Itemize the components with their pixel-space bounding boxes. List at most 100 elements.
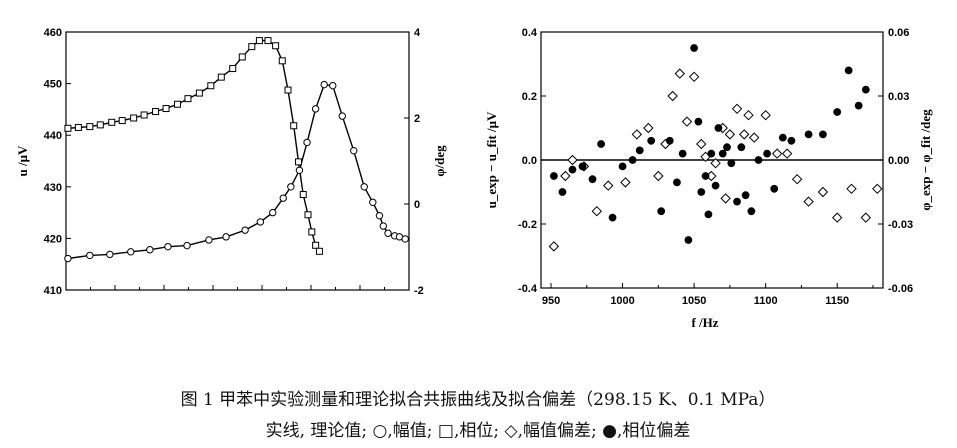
left-panel-phi-tick-label: 0 [414,199,420,211]
phase-deviation-point [618,162,627,171]
right-panel-phi-tick-label: 0.03 [888,91,909,103]
right-panel-right-ticks: -0.06 -0.03 0.00 0.03 0.06 [878,27,913,295]
phase-deviation-point [673,178,681,187]
right-panel-u-tick-label: 0.0 [522,155,537,167]
phase-data-point [290,122,298,130]
amplitude-data-point [64,254,72,263]
phase-deviation-point [714,124,723,132]
amplitude-deviation-point [749,132,760,143]
right-panel-u-tick-label: -0.4 [518,283,538,295]
amplitude-deviation-point [567,154,578,166]
phase-data-point [315,247,323,255]
right-panel-phi-tick-label: -0.06 [888,283,913,295]
phase-deviation-point [770,184,779,193]
figure-caption-legend: 实线, 理论值; ○,幅值; □,相位; ◇,幅值偏差; ●,相位偏差 [266,421,691,441]
amplitude-deviation-point [743,109,754,121]
amplitude-data-point [146,246,154,254]
amplitude-deviation-point [653,170,664,182]
phase-data-point [152,108,160,116]
phase-data-point [312,241,320,249]
phase-data-point [108,118,116,126]
right-panel-u-tick-label: 0.2 [522,91,537,103]
phase-deviation-point [754,156,763,164]
left-panel-u-tick-label: 460 [44,27,62,39]
phase-deviation-point [694,117,703,126]
amplitude-data-point [279,194,287,202]
amplitude-data-point [360,183,368,191]
phase-deviation-point [747,207,756,216]
amplitude-deviation-point [832,212,843,223]
amplitude-data-point [205,236,213,244]
amplitude-deviation-point [696,138,707,150]
phase-data-point [264,37,272,45]
phase-deviation-point [697,188,706,196]
phase-data-point [229,65,237,73]
phase-deviation-point [684,236,693,244]
amplitude-data-point [384,229,392,237]
amplitude-deviation-point [791,173,803,185]
phase-deviation-point [635,146,644,155]
phase-deviation-point [727,159,736,168]
amplitude-data-point [269,208,277,217]
phase-deviation-point [597,140,606,148]
left-panel-phi-tick-label: 4 [414,27,421,39]
left-panel-left-axis-label: u /μV [15,145,30,176]
phase-deviation-point [647,136,656,145]
amplitude-data-point [222,233,230,241]
phase-deviation-point [678,149,687,158]
phase-data-point [74,123,82,131]
phase-fit-curve [67,39,320,252]
amplitude-deviation-point [710,157,721,169]
right-panel-left-axis-label: u_exp − u_fit /μV [484,111,499,208]
figure-caption-title: 图 1 甲苯中实验测量和理论拟合共振曲线及拟合偏差（298.15 K、0.1 M… [181,390,776,410]
right-panel-x-tick-label: 1000 [610,295,634,307]
left-panel-markers [64,37,409,263]
right-panel-x-tick-label: 1150 [825,295,849,307]
right-panel-x-tick-label: 1050 [682,295,706,307]
phase-data-point [195,89,203,97]
amplitude-data-point [375,211,384,220]
phase-deviation-point [558,188,567,196]
phase-data-point [217,73,225,81]
left-panel-left-ticks: 410 420 430 440 450 460 [44,27,71,297]
amplitude-data-point [295,166,304,174]
left-panel-x-ticks [65,285,410,290]
amplitude-data-point [379,222,387,230]
left-panel-u-tick-label: 450 [44,79,62,91]
amplitude-data-point [350,146,358,155]
amplitude-data-point [287,183,295,191]
phase-deviation-point [657,207,666,216]
left-panel-u-tick-label: 410 [44,285,62,297]
phase-data-point [86,123,94,131]
right-panel-x-tick-label: 1100 [754,295,778,307]
left-panel-phi-tick-label: 2 [414,113,420,125]
amplitude-deviation-point [771,148,783,159]
amplitude-data-point [106,250,114,259]
amplitude-deviation-point [667,90,678,102]
phase-deviation-point [733,197,741,206]
phase-data-point [299,191,307,199]
right-panel-x-axis-label: f /Hz [691,315,718,330]
amplitude-data-point [127,248,135,256]
phase-data-point [173,100,181,108]
amplitude-deviation-point [603,180,614,191]
phase-data-point [118,117,126,125]
phase-data-point [294,158,302,166]
amplitude-data-point [401,235,409,243]
phase-deviation-point [588,175,597,184]
phase-data-point [248,43,256,51]
right-panel-phi-tick-label: 0.00 [888,155,909,167]
phase-deviation-point [844,66,853,75]
left-panel-u-tick-label: 420 [44,233,62,245]
amplitude-data-point [311,105,320,113]
left-plot-frame [65,31,410,291]
amplitude-deviation-point [724,129,736,140]
phase-deviation-point [854,101,863,110]
left-panel-u-tick-label: 430 [44,182,62,194]
amplitude-deviation-point [643,122,654,134]
phase-deviation-point [804,130,813,139]
amplitude-deviation-point [720,193,731,204]
amplitude-deviation-point [631,129,643,140]
amplitude-deviation-point [560,170,571,182]
phase-deviation-point [723,143,731,152]
